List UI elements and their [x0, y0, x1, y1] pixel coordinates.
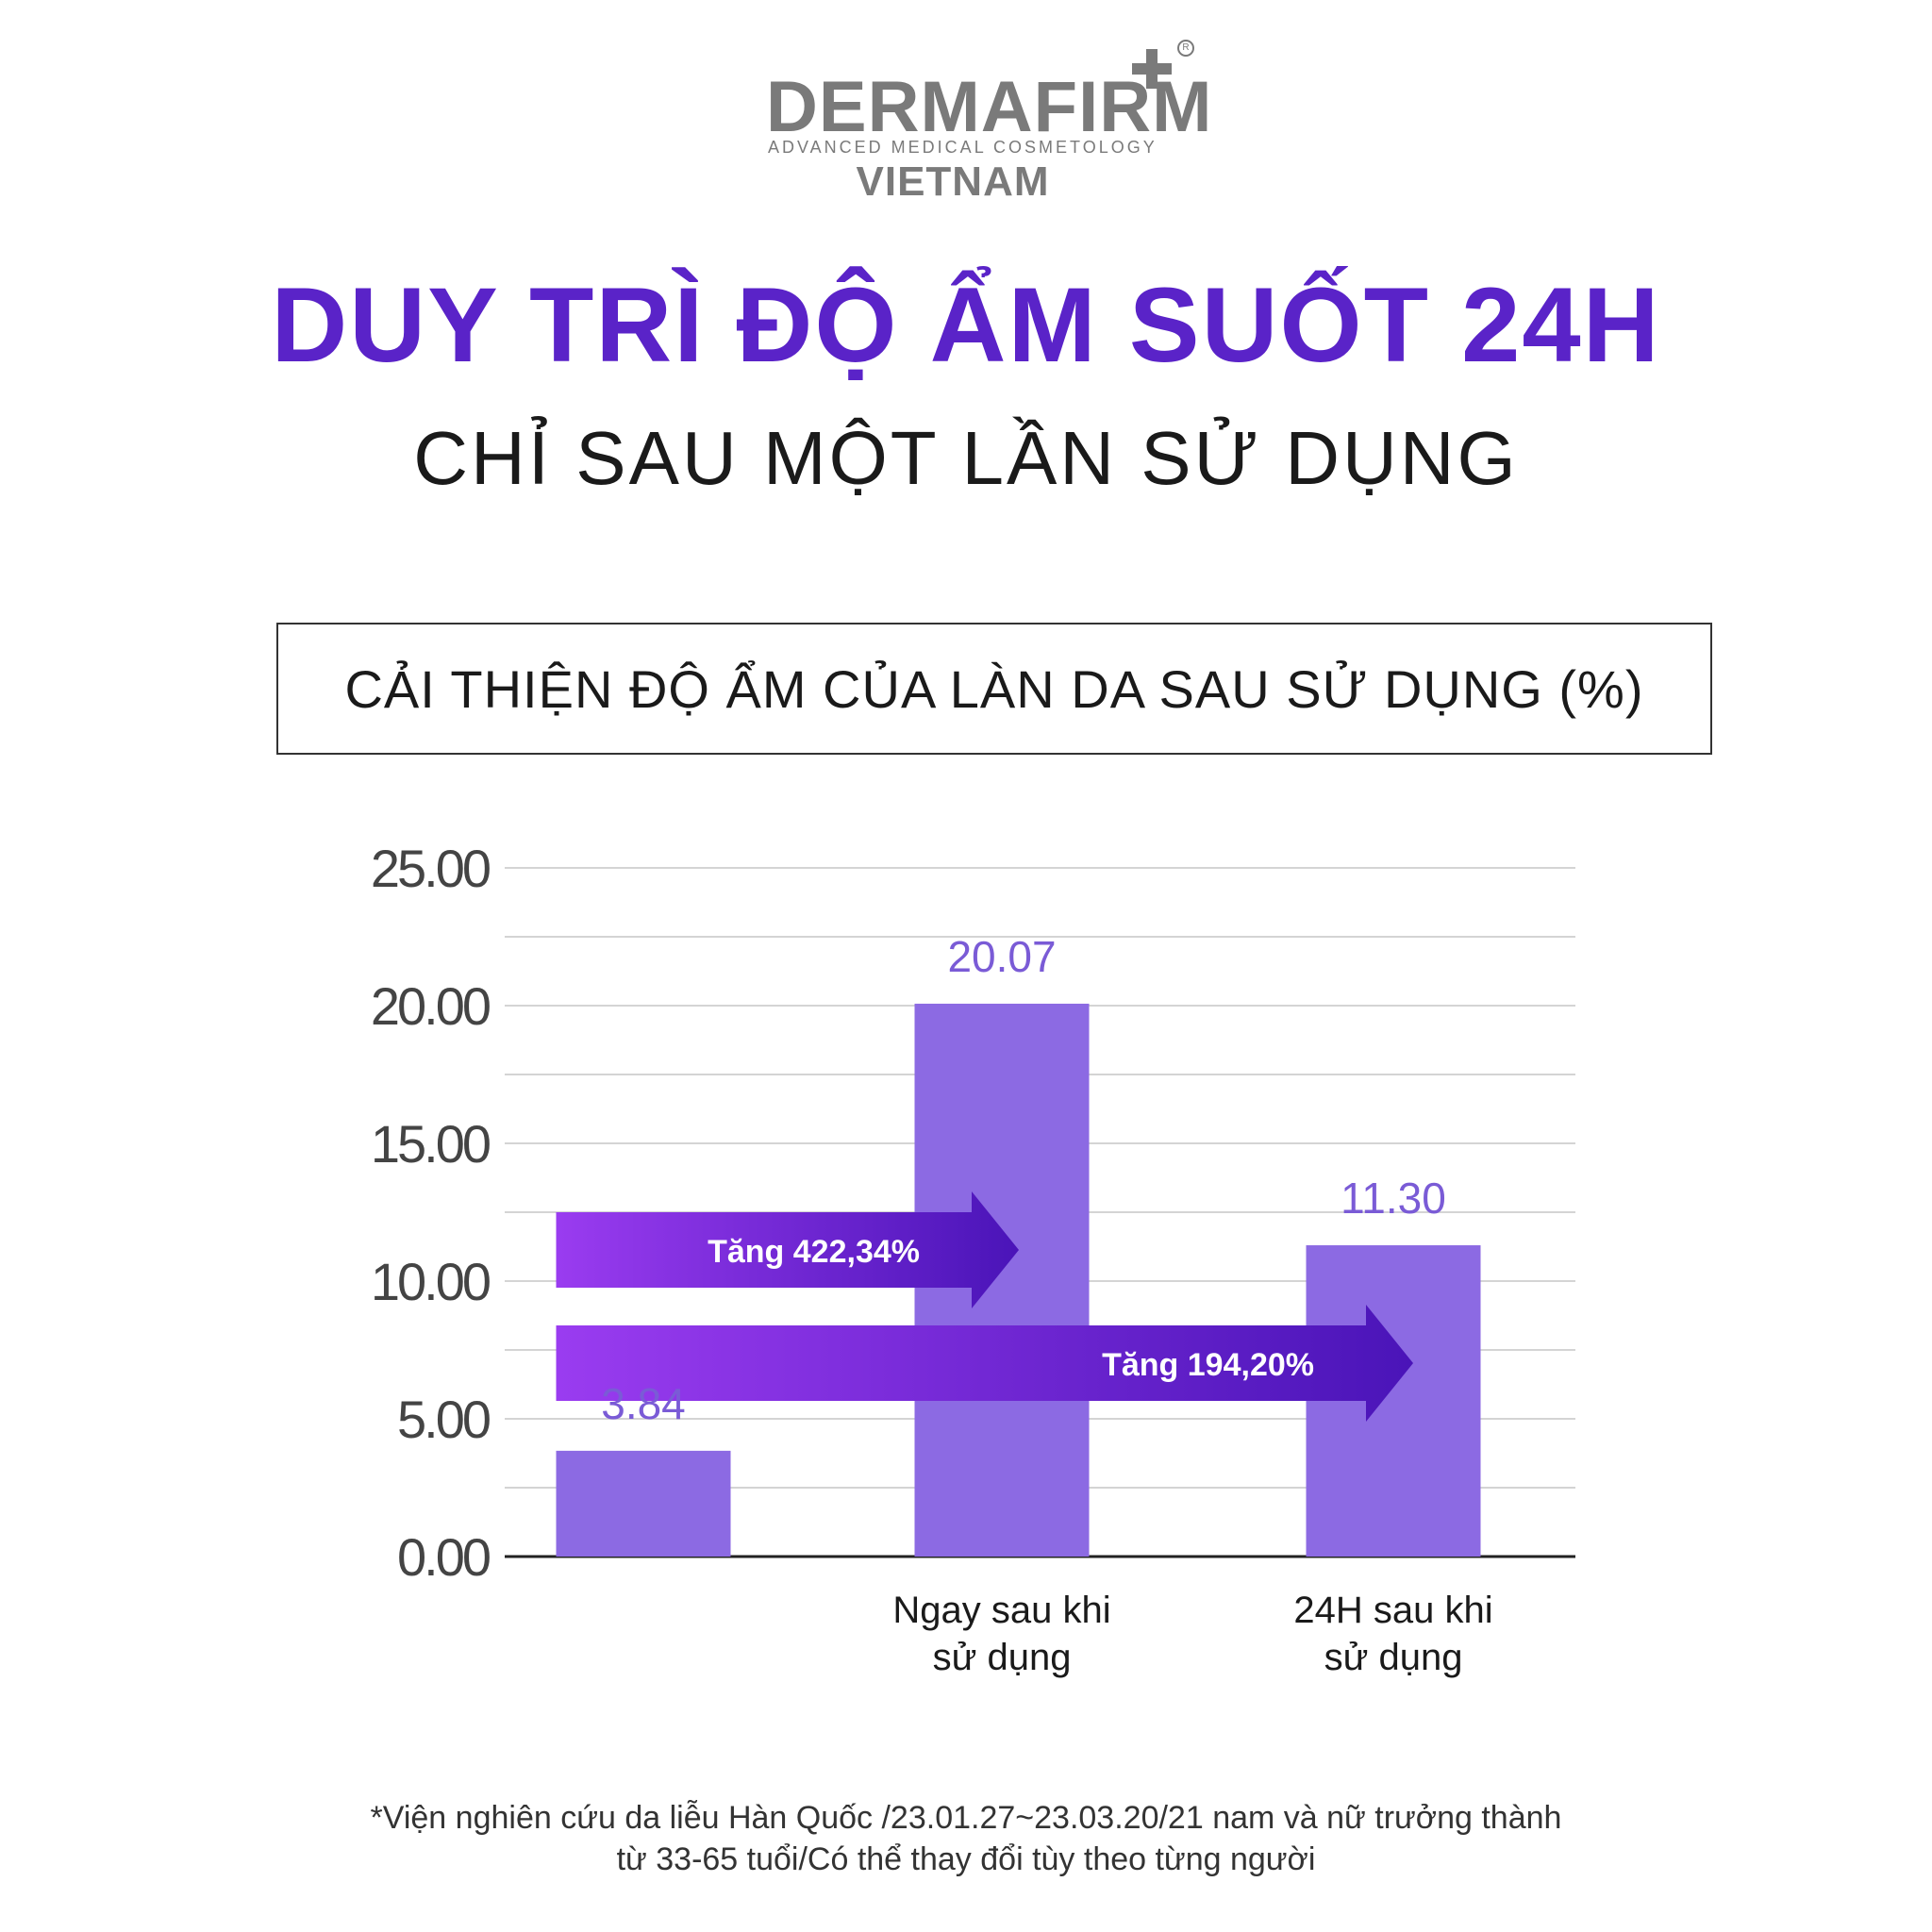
- data-label: 20.07: [947, 932, 1056, 981]
- bar: [556, 1450, 731, 1557]
- x-tick-label: Ngay sau khi: [892, 1590, 1110, 1631]
- brand-name: DERMAFIRM: [766, 67, 1213, 147]
- headline: DUY TRÌ ĐỘ ẨM SUỐT 24H: [271, 266, 1661, 384]
- y-tick-label: 5.00: [397, 1390, 490, 1449]
- bar: [1306, 1245, 1481, 1557]
- y-tick-label: 25.00: [371, 839, 490, 898]
- plus-icon: [1132, 49, 1172, 89]
- chart-title-box: CẢI THIỆN ĐỘ ẨM CỦA LÀN DA SAU SỬ DỤNG (…: [276, 623, 1712, 755]
- chart-title: CẢI THIỆN ĐỘ ẨM CỦA LÀN DA SAU SỬ DỤNG (…: [344, 658, 1644, 719]
- y-tick-label: 10.00: [371, 1252, 490, 1311]
- subheadline: CHỈ SAU MỘT LẦN SỬ DỤNG: [413, 416, 1519, 500]
- y-tick-label: 20.00: [371, 976, 490, 1036]
- footnote: *Viện nghiên cứu da liễu Hàn Quốc /23.01…: [0, 1797, 1932, 1880]
- x-tick-label: sử dụng: [933, 1637, 1072, 1678]
- footnote-line-2: từ 33-65 tuổi/Có thể thay đổi tùy theo t…: [616, 1841, 1316, 1877]
- y-tick-label: 0.00: [397, 1527, 490, 1587]
- data-label: 11.30: [1341, 1174, 1446, 1223]
- x-tick-label: 24H sau khi: [1293, 1590, 1492, 1631]
- brand-tagline: ADVANCED MEDICAL COSMETOLOGY: [768, 138, 1158, 157]
- footnote-line-1: *Viện nghiên cứu da liễu Hàn Quốc /23.01…: [370, 1800, 1562, 1836]
- x-tick-label: sử dụng: [1324, 1637, 1463, 1678]
- data-label: 3.84: [601, 1379, 686, 1428]
- brand-country: VIETNAM: [856, 158, 1050, 205]
- arrow-annotation: [556, 1305, 1413, 1422]
- arrow-annotation: [556, 1191, 1019, 1308]
- annotation-label: Tăng 422,34%: [708, 1234, 920, 1270]
- brand-logo: DERMAFIRM R ADVANCED MEDICAL COSMETOLOGY…: [755, 40, 1211, 208]
- annotation-label: Tăng 194,20%: [1102, 1347, 1314, 1383]
- y-tick-label: 15.00: [371, 1114, 490, 1174]
- registered-mark: R: [1177, 40, 1194, 57]
